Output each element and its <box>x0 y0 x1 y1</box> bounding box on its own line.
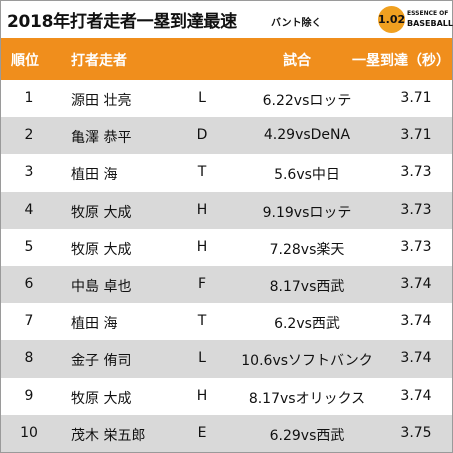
player-name-cell: 金子 侑司 <box>71 353 132 370</box>
team-cell: T <box>197 313 207 330</box>
game-cell: 8.17vsオリックス <box>248 390 366 407</box>
player-name-cell: 牧原 大成 <box>71 204 132 221</box>
header-name: 打者走者 <box>71 53 127 69</box>
table-row: 5 牧原 大成 H 7.28vs楽天 3.73 <box>1 228 452 266</box>
time-cell: 3.73 <box>400 164 432 181</box>
player-name-cell: 植田 海 <box>71 316 118 333</box>
game-cell: 6.22vsロッテ <box>262 93 352 109</box>
team-cell: F <box>197 275 207 292</box>
title-bar: 2018年打者走者一塁到達最速 バント除く 1.02 ESSENCE OF BA… <box>1 1 453 38</box>
rank-cell: 9 <box>24 387 34 404</box>
rank-cell: 1 <box>24 90 34 106</box>
header-time: 一塁到達（秒） <box>352 53 450 69</box>
table-row: 1 源田 壮亮 L 6.22vsロッテ 3.71 <box>1 80 452 118</box>
table-row: 4 牧原 大成 H 9.19vsロッテ 3.73 <box>1 191 452 229</box>
logo-number: 1.02 <box>378 13 406 26</box>
team-cell: H <box>196 201 208 218</box>
time-cell: 3.74 <box>400 350 432 367</box>
time-cell: 3.74 <box>400 387 432 404</box>
time-cell: 3.75 <box>400 424 432 441</box>
table-row: 10 茂木 栄五郎 E 6.29vs西武 3.75 <box>1 414 452 452</box>
time-cell: 3.74 <box>400 313 432 330</box>
game-cell: 7.28vs楽天 <box>269 241 345 258</box>
rank-cell: 7 <box>24 313 34 330</box>
rank-cell: 8 <box>24 350 34 367</box>
rank-cell: 2 <box>24 127 34 144</box>
logo-text-bottom: BASEBALL <box>407 19 453 28</box>
rank-cell: 3 <box>24 164 34 181</box>
table-header: 順位 打者走者 試合 一塁到達（秒） <box>1 38 452 80</box>
table-row: 8 金子 侑司 L 10.6vsソフトバンク 3.74 <box>1 340 452 378</box>
rank-cell: 4 <box>24 201 34 218</box>
logo-circle-icon <box>378 6 405 33</box>
player-name-cell: 牧原 大成 <box>71 390 132 407</box>
player-name-cell: 植田 海 <box>71 167 118 184</box>
page-subtitle: バント除く <box>271 18 322 29</box>
table-row: 9 牧原 大成 H 8.17vsオリックス 3.74 <box>1 377 452 415</box>
rank-cell: 5 <box>24 238 34 255</box>
team-cell: E <box>197 424 207 441</box>
team-cell: H <box>196 238 208 255</box>
table-body: 1 源田 壮亮 L 6.22vsロッテ 3.71 2 亀澤 恭平 D 4.29vsDeNA 3.7… <box>1 80 452 452</box>
team-cell: L <box>198 350 206 367</box>
table-row: 7 植田 海 T 6.2vs西武 3.74 <box>1 303 452 341</box>
game-cell: 8.17vs西武 <box>269 278 345 295</box>
team-cell: L <box>198 90 206 106</box>
table-row: 6 中島 卓也 F 8.17vs西武 3.74 <box>1 265 452 304</box>
player-name-cell: 中島 卓也 <box>71 278 132 295</box>
team-cell: T <box>197 164 207 181</box>
game-cell: 9.19vsロッテ <box>262 204 352 221</box>
team-cell: H <box>196 387 208 404</box>
rank-cell: 10 <box>20 424 38 441</box>
game-cell: 10.6vsソフトバンク <box>241 353 373 370</box>
page-title: 2018年打者走者一塁到達最速 <box>7 12 237 32</box>
time-cell: 3.71 <box>400 90 432 106</box>
header-game: 試合 <box>283 53 311 69</box>
player-name-cell: 亀澤 恭平 <box>71 130 132 147</box>
player-name-cell: 牧原 大成 <box>71 241 132 258</box>
logo-text-top: ESSENCE OF <box>407 10 449 17</box>
player-name-cell: 茂木 栄五郎 <box>71 427 146 444</box>
rank-cell: 6 <box>24 275 34 292</box>
game-cell: 5.6vs中日 <box>274 167 340 184</box>
time-cell: 3.73 <box>400 238 432 255</box>
game-cell: 6.2vs西武 <box>274 316 340 333</box>
header-rank: 順位 <box>11 53 39 69</box>
game-cell: 4.29vsDeNA <box>263 127 351 144</box>
time-cell: 3.71 <box>400 127 432 144</box>
player-name-cell: 源田 壮亮 <box>71 93 132 109</box>
time-cell: 3.74 <box>400 275 432 292</box>
table-row: 2 亀澤 恭平 D 4.29vsDeNA 3.71 <box>1 117 452 155</box>
team-cell: D <box>196 127 208 144</box>
time-cell: 3.73 <box>400 201 432 218</box>
game-cell: 6.29vs西武 <box>269 427 345 444</box>
brand-logo: 1.02 ESSENCE OF BASEBALL <box>378 6 453 34</box>
table-row: 3 植田 海 T 5.6vs中日 3.73 <box>1 154 452 192</box>
